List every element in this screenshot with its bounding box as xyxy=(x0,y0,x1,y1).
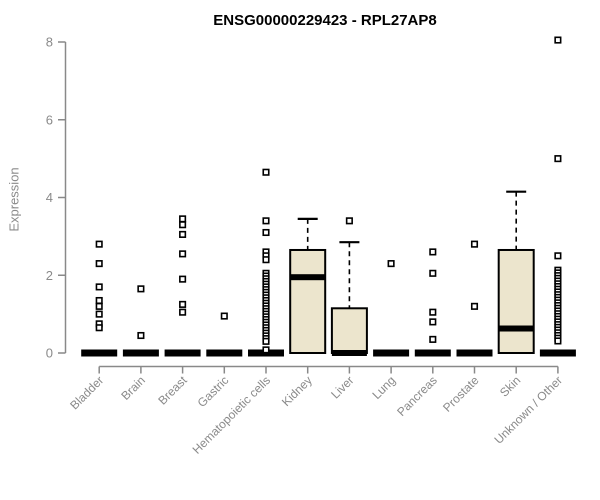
outlier-point-Bladder xyxy=(95,310,103,318)
outlier-point-Brain xyxy=(137,331,145,340)
outlier-point-Liver xyxy=(345,217,353,225)
y-tick-label: 8 xyxy=(46,35,53,50)
outlier-point-Breast xyxy=(179,300,187,308)
box-Liver xyxy=(330,307,368,355)
outlier-point-Hematopoietic cells xyxy=(262,217,270,225)
outlier-point-Breast xyxy=(179,308,187,316)
outlier-point-Breast xyxy=(179,230,187,238)
x-tick-label: Gastric xyxy=(195,373,232,410)
outlier-point-Hematopoietic cells xyxy=(262,228,270,237)
outlier-point-Breast xyxy=(179,275,187,283)
median-line-Kidney xyxy=(290,274,326,281)
outlier-point-Bladder xyxy=(95,324,103,332)
chart-title: ENSG00000229423 - RPL27AP8 xyxy=(213,12,437,29)
y-tick-label: 2 xyxy=(46,268,53,283)
outlier-point-Bladder xyxy=(95,240,103,248)
outlier-point-Pancreas xyxy=(429,269,437,277)
outlier-point-Pancreas xyxy=(429,318,437,326)
y-tick-label: 4 xyxy=(46,190,53,205)
zero-box-Lung xyxy=(373,349,410,357)
outlier-point-Breast xyxy=(179,215,187,223)
outlier-point-Pancreas xyxy=(429,335,437,343)
outlier-point-Gastric xyxy=(220,312,228,320)
outlier-point-Unknown / Other xyxy=(554,337,562,345)
x-tick-label: Kidney xyxy=(279,373,315,409)
zero-box-Brain xyxy=(122,349,159,357)
x-tick-label: Skin xyxy=(497,373,523,399)
y-tick-label: 6 xyxy=(46,112,53,127)
outlier-point-Prostate xyxy=(470,302,479,310)
x-tick-label: Liver xyxy=(328,373,356,401)
outlier-point-Bladder xyxy=(95,302,103,310)
outlier-point-Pancreas xyxy=(429,248,437,256)
outlier-point-Brain xyxy=(137,285,145,293)
outlier-point-Prostate xyxy=(470,240,479,248)
outlier-point-Bladder xyxy=(95,260,103,268)
outlier-point-Unknown / Other xyxy=(554,252,562,260)
x-tick-label: Prostate xyxy=(440,373,482,415)
zero-box-Unknown / Other xyxy=(539,349,576,357)
outlier-point-Hematopoietic cells xyxy=(262,346,270,354)
outlier-point-Unknown / Other xyxy=(554,36,562,44)
median-line-Liver xyxy=(331,350,367,356)
outlier-point-Hematopoietic cells xyxy=(262,337,270,345)
zero-box-Pancreas xyxy=(414,349,451,357)
outlier-point-Breast xyxy=(179,250,187,258)
zero-box-Breast xyxy=(164,349,201,357)
x-tick-label: Hematopoietic cells xyxy=(190,373,273,456)
outlier-point-Unknown / Other xyxy=(554,155,562,163)
median-line-Skin xyxy=(498,325,534,332)
outlier-point-Hematopoietic cells xyxy=(262,256,270,264)
outlier-point-Bladder xyxy=(95,296,103,305)
outlier-point-Hematopoietic cells xyxy=(262,168,270,176)
x-tick-label: Breast xyxy=(155,373,190,408)
x-tick-label: Bladder xyxy=(67,373,106,412)
outlier-point-Breast xyxy=(179,221,187,229)
outlier-point-Pancreas xyxy=(429,308,437,316)
x-tick-label: Brain xyxy=(118,373,148,403)
y-tick-label: 0 xyxy=(46,346,53,361)
outlier-point-Bladder xyxy=(95,283,103,291)
x-tick-label: Lung xyxy=(369,373,398,402)
outlier-point-Lung xyxy=(387,260,395,268)
zero-box-Bladder xyxy=(81,349,118,357)
zero-box-Prostate xyxy=(456,349,493,357)
zero-box-Gastric xyxy=(206,349,243,357)
x-tick-label: Pancreas xyxy=(394,373,440,419)
box-Kidney xyxy=(289,248,327,354)
box-Skin xyxy=(497,248,535,354)
